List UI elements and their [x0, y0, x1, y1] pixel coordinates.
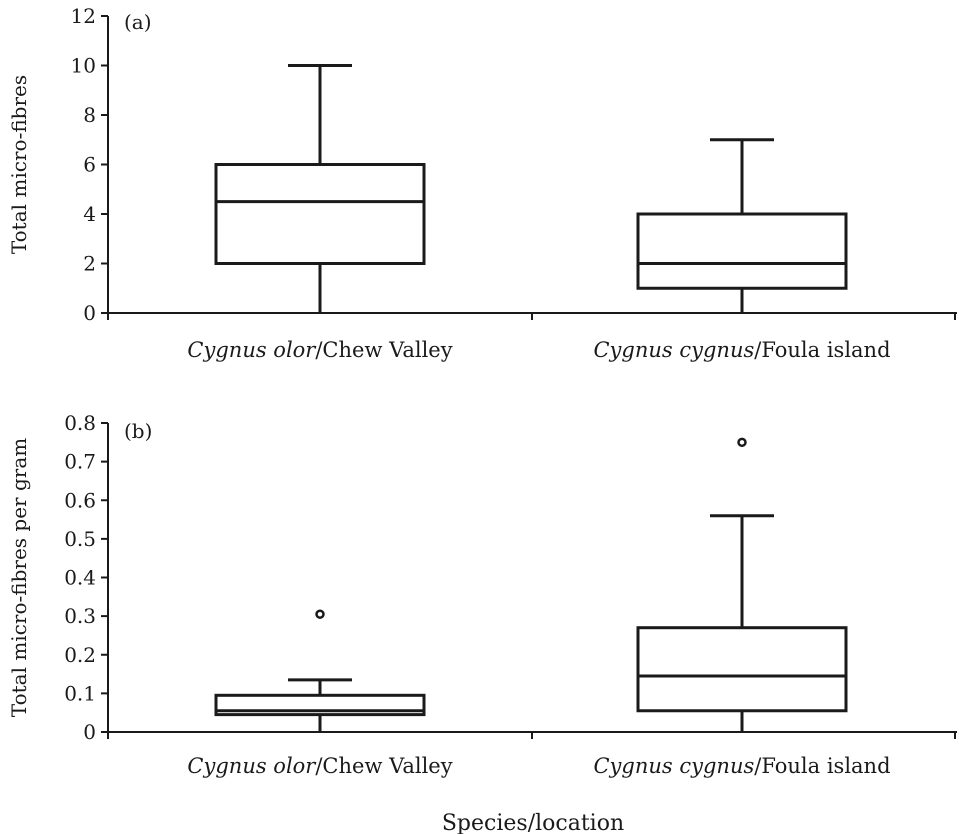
y-tick-label: 2 — [83, 252, 96, 276]
y-tick-label: 0.8 — [64, 411, 96, 435]
category-species: Cygnus cygnus — [593, 338, 754, 362]
box-2 — [636, 437, 848, 732]
y-axis-title: Total micro-fibres — [7, 75, 31, 254]
y-tick-label: 0.1 — [64, 681, 96, 705]
y-tick-label: 0.5 — [64, 527, 96, 551]
category-species: Cygnus olor — [187, 754, 317, 778]
category-species: Cygnus olor — [187, 338, 317, 362]
y-tick-label: 0 — [83, 720, 96, 744]
y-axis-title: Total micro-fibres per gram — [7, 438, 31, 717]
category-species: Cygnus cygnus — [593, 754, 754, 778]
y-tick-label: 0.6 — [64, 488, 96, 512]
box-iqr — [214, 163, 426, 265]
y-tick-label: 6 — [83, 153, 96, 177]
box-2 — [636, 138, 848, 313]
panel-a: 0 2 4 6 8 10 12 Total micro-fibres (a) Cygnus olo… — [7, 4, 957, 362]
category-label: Cygnus olor/Chew Valley — [187, 338, 452, 362]
y-tick-label: 0.3 — [64, 604, 96, 628]
y-tick-label: 0.4 — [64, 566, 96, 590]
box-iqr — [636, 212, 848, 290]
category-location: /Chew Valley — [315, 754, 452, 778]
y-tick-label: 8 — [83, 103, 96, 127]
box-1 — [214, 609, 426, 732]
y-tick-label: 4 — [83, 202, 96, 226]
y-tick-label: 10 — [71, 54, 96, 78]
category-location: /Chew Valley — [315, 338, 452, 362]
y-tick-label: 0 — [83, 301, 96, 325]
category-label: Cygnus cygnus/Foula island — [593, 754, 890, 778]
y-tick-label: 12 — [71, 4, 96, 28]
y-tick-label: 0.7 — [64, 450, 96, 474]
box-1 — [214, 64, 426, 313]
category-label: Cygnus cygnus/Foula island — [593, 338, 890, 362]
category-location: /Foula island — [754, 338, 890, 362]
x-axis-title: Species/location — [442, 811, 624, 834]
outlier-point — [737, 437, 747, 448]
category-location: /Foula island — [754, 754, 890, 778]
outlier-point — [315, 609, 325, 619]
category-label: Cygnus olor/Chew Valley — [187, 754, 452, 778]
panel-b: 0 0.1 0.2 0.3 0.4 0.5 0.6 0.7 0.8 Total micro-fib… — [7, 411, 957, 778]
box-iqr — [636, 626, 848, 713]
panel-label: (b) — [124, 419, 152, 443]
panel-label: (a) — [124, 10, 152, 34]
y-tick-label: 0.2 — [64, 643, 96, 667]
